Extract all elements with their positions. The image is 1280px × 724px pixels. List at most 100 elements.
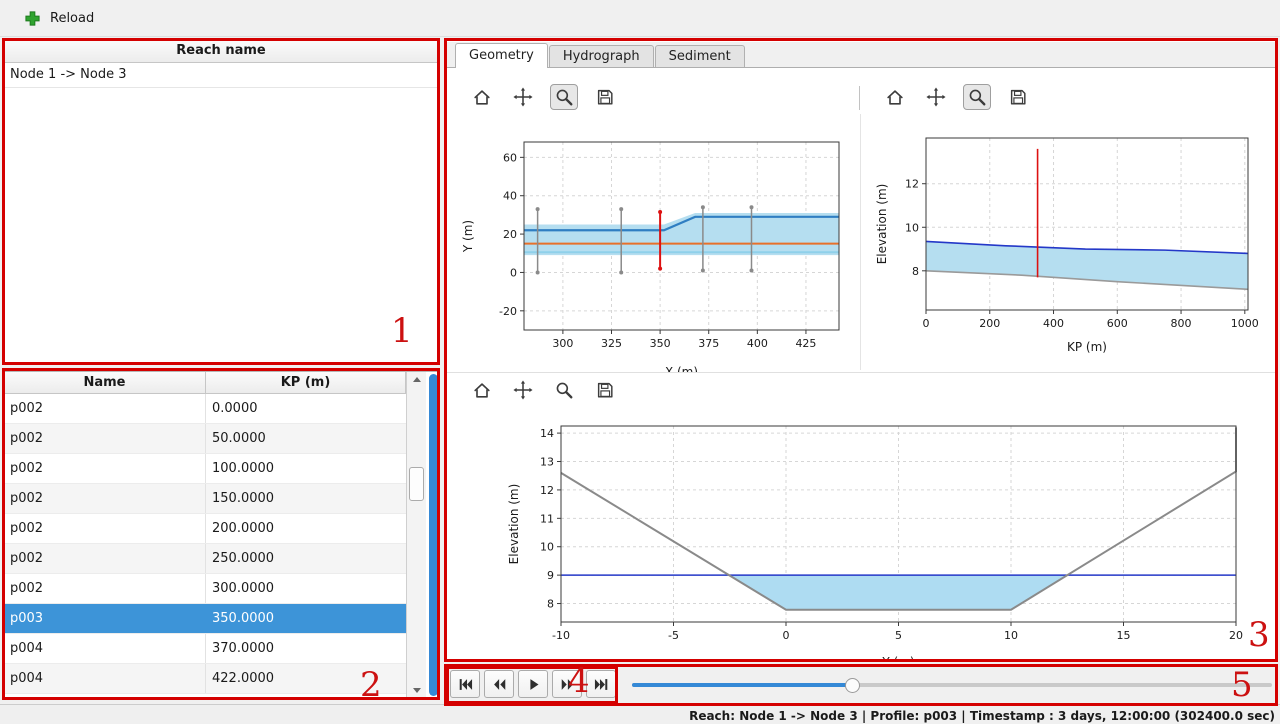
- column-header-name[interactable]: Name: [4, 372, 206, 394]
- cell-kp: 370.0000: [212, 641, 275, 656]
- cell-kp: 50.0000: [212, 431, 266, 446]
- table-row[interactable]: p004 422.0000: [4, 664, 406, 694]
- table-row[interactable]: p002 150.0000: [4, 484, 406, 514]
- svg-text:14: 14: [540, 427, 554, 440]
- slider-fill: [632, 683, 852, 687]
- column-header-kp[interactable]: KP (m): [206, 372, 406, 394]
- skip-start-button[interactable]: [450, 670, 480, 698]
- svg-text:0: 0: [923, 317, 930, 330]
- cell-name: p002: [4, 544, 206, 573]
- home-button[interactable]: [881, 84, 909, 110]
- save-icon: [1010, 89, 1026, 105]
- cell-name: p002: [4, 424, 206, 453]
- reach-list-item[interactable]: Node 1 -> Node 3: [4, 63, 438, 88]
- save-button[interactable]: [591, 377, 619, 403]
- table-row[interactable]: p002 0.0000: [4, 394, 406, 424]
- table-row[interactable]: p002 250.0000: [4, 544, 406, 574]
- svg-text:12: 12: [905, 178, 919, 191]
- table-row[interactable]: p002 200.0000: [4, 514, 406, 544]
- cell-name: p002: [4, 394, 206, 423]
- scroll-down-icon[interactable]: [407, 682, 426, 698]
- table-row[interactable]: p004 370.0000: [4, 634, 406, 664]
- profile-table-scrollbar[interactable]: [406, 372, 426, 698]
- time-slider[interactable]: [632, 677, 1272, 693]
- svg-text:X (m): X (m): [665, 365, 698, 372]
- reload-label: Reload: [50, 10, 95, 26]
- svg-text:0: 0: [510, 266, 517, 279]
- tab-geometry[interactable]: Geometry: [455, 43, 548, 68]
- svg-text:Elevation (m): Elevation (m): [507, 484, 521, 565]
- save-button[interactable]: [591, 84, 619, 110]
- home-button[interactable]: [468, 84, 496, 110]
- plan-chart-toolbar: [468, 84, 619, 110]
- svg-text:400: 400: [1043, 317, 1064, 330]
- pan-button[interactable]: [509, 84, 537, 110]
- zoom-button[interactable]: [550, 377, 578, 403]
- svg-text:Y (m): Y (m): [881, 655, 914, 662]
- cell-kp: 250.0000: [212, 551, 275, 566]
- svg-text:8: 8: [547, 598, 554, 611]
- play-button[interactable]: [518, 670, 548, 698]
- svg-text:40: 40: [503, 190, 517, 203]
- svg-text:325: 325: [601, 337, 622, 350]
- rewind-button[interactable]: [484, 670, 514, 698]
- pan-icon: [513, 87, 533, 107]
- svg-text:600: 600: [1107, 317, 1128, 330]
- save-icon: [597, 89, 613, 105]
- cell-name: p002: [4, 514, 206, 543]
- svg-text:10: 10: [540, 541, 554, 554]
- svg-text:350: 350: [650, 337, 671, 350]
- outer-scrollbar[interactable]: [429, 374, 438, 696]
- reload-button[interactable]: Reload: [18, 6, 100, 30]
- svg-text:400: 400: [747, 337, 768, 350]
- reach-list-panel: Reach name Node 1 -> Node 3: [3, 39, 439, 364]
- cell-kp: 150.0000: [212, 491, 275, 506]
- zoom-button[interactable]: [963, 84, 991, 110]
- fast-forward-button[interactable]: [552, 670, 582, 698]
- rewind-icon: [493, 678, 505, 690]
- status-text: Reach: Node 1 -> Node 3 | Profile: p003 …: [689, 709, 1275, 723]
- svg-text:-20: -20: [499, 305, 517, 318]
- results-panel: Geometry Hydrograph Sediment 300 325 350 375 4…: [445, 39, 1277, 662]
- home-button[interactable]: [468, 377, 496, 403]
- svg-text:-5: -5: [668, 629, 679, 642]
- time-slider-handle[interactable]: [844, 677, 860, 693]
- long-profile-chart[interactable]: 0 200 400 600 800 1000 8 10 12 KP (m) Elevation (m…: [864, 114, 1270, 372]
- svg-text:20: 20: [1229, 629, 1243, 642]
- pan-button[interactable]: [509, 377, 537, 403]
- zoom-button[interactable]: [550, 84, 578, 110]
- svg-text:300: 300: [552, 337, 573, 350]
- cross-section-toolbar: [468, 377, 619, 403]
- skip-end-icon: [594, 678, 607, 690]
- home-icon: [887, 90, 903, 105]
- svg-text:13: 13: [540, 456, 554, 469]
- plan-view-chart[interactable]: 300 325 350 375 400 425 -20 0 20 40 60 X (m) Y (m): [454, 114, 854, 372]
- slider-track[interactable]: [632, 683, 1272, 687]
- svg-text:Elevation (m): Elevation (m): [875, 184, 889, 265]
- svg-text:800: 800: [1171, 317, 1192, 330]
- pan-button[interactable]: [922, 84, 950, 110]
- save-button[interactable]: [1004, 84, 1032, 110]
- cell-name: p004: [4, 634, 206, 663]
- svg-text:15: 15: [1117, 629, 1131, 642]
- tab-sediment[interactable]: Sediment: [654, 45, 745, 67]
- home-icon: [474, 383, 490, 398]
- skip-end-button[interactable]: [586, 670, 616, 698]
- zoom-icon: [556, 89, 573, 106]
- scrollbar-handle[interactable]: [409, 467, 424, 501]
- table-row[interactable]: p002 100.0000: [4, 454, 406, 484]
- cell-name: p002: [4, 484, 206, 513]
- tab-hydrograph[interactable]: Hydrograph: [548, 45, 654, 67]
- table-row[interactable]: p003 350.0000: [4, 604, 406, 634]
- table-row[interactable]: p002 300.0000: [4, 574, 406, 604]
- svg-text:5: 5: [895, 629, 902, 642]
- cross-section-chart[interactable]: -10 -5 0 5 10 15 20 8 9 10 11 12 13 14 Y (m) Elevation …: [456, 412, 1274, 662]
- cell-name: p003: [4, 604, 206, 633]
- table-row[interactable]: p002 50.0000: [4, 424, 406, 454]
- profile-table-panel: Name KP (m) p002 0.0000 p002 50.0000 p002 100…: [3, 371, 439, 699]
- profile-table-header: Name KP (m): [4, 372, 406, 394]
- scroll-up-icon[interactable]: [407, 372, 426, 388]
- cell-kp: 350.0000: [212, 611, 275, 626]
- svg-text:60: 60: [503, 151, 517, 164]
